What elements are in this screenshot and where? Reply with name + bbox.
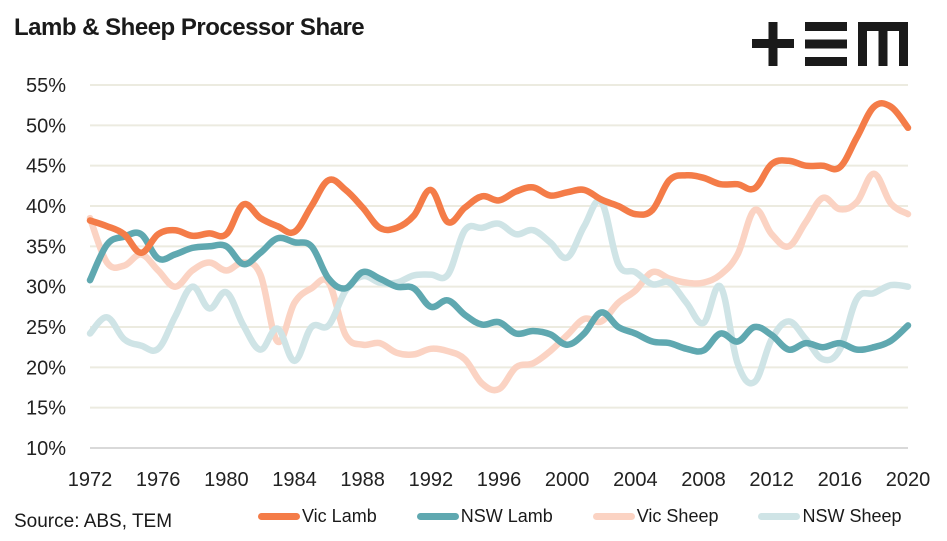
legend-label: NSW Lamb	[460, 506, 553, 526]
x-tick-label: 1976	[136, 469, 181, 491]
legend-item-nsw-lamb: NSW Lamb	[416, 506, 553, 527]
y-tick-label: 55%	[26, 75, 66, 97]
legend-swatch	[416, 513, 459, 520]
legend-item-vic-sheep: Vic Sheep	[592, 506, 719, 527]
series-line-nsw-lamb	[86, 229, 912, 355]
legend-label: NSW Sheep	[802, 506, 902, 526]
series-line-nsw-sheep	[86, 197, 912, 387]
x-tick-label: 2012	[749, 469, 794, 491]
y-tick-label: 20%	[26, 357, 66, 379]
y-tick-label: 25%	[26, 317, 66, 339]
legend-label: Vic Lamb	[302, 506, 377, 526]
source-note: Source: ABS, TEM	[14, 511, 173, 532]
legend-swatch	[592, 513, 635, 520]
y-tick-label: 50%	[26, 115, 66, 137]
x-tick-label: 2000	[545, 469, 590, 491]
y-tick-label: 30%	[26, 277, 66, 299]
y-tick-label: 15%	[26, 398, 66, 420]
legend-label: Vic Sheep	[636, 506, 719, 526]
x-tick-label: 1992	[409, 469, 454, 491]
tem-logo-icon	[752, 22, 908, 66]
legend-item-nsw-sheep: NSW Sheep	[758, 506, 902, 527]
series-lines	[86, 100, 912, 394]
legend-swatch	[258, 513, 300, 520]
x-tick-label: 1984	[272, 469, 317, 491]
x-tick-label: 1972	[68, 469, 113, 491]
x-tick-label: 1988	[340, 469, 385, 491]
x-tick-label: 2020	[886, 469, 931, 491]
series-line-vic-sheep	[86, 170, 912, 394]
x-tick-label: 2008	[681, 469, 726, 491]
y-tick-label: 35%	[26, 236, 66, 258]
x-tick-label: 2016	[818, 469, 863, 491]
y-axis-ticks: 10% 15% 20% 25% 30% 35% 40% 45% 50% 55%	[26, 75, 66, 460]
x-tick-label: 2004	[613, 469, 658, 491]
x-axis-ticks: 1972 1976 1980 1984 1988 1992 1996 2000 2004 2008…	[68, 469, 931, 491]
x-tick-label: 1980	[204, 469, 249, 491]
chart-title: Lamb & Sheep Processor Share	[14, 14, 365, 41]
legend-swatch	[758, 513, 801, 520]
series-line-vic-lamb	[86, 100, 912, 257]
legend-item-vic-lamb: Vic Lamb	[258, 506, 377, 527]
x-tick-label: 1996	[477, 469, 522, 491]
y-tick-label: 45%	[26, 156, 66, 178]
y-tick-label: 40%	[26, 196, 66, 218]
y-tick-label: 10%	[26, 438, 66, 460]
chart-legend: Vic Lamb NSW Lamb Vic Sheep NSW Sheep	[258, 506, 942, 527]
